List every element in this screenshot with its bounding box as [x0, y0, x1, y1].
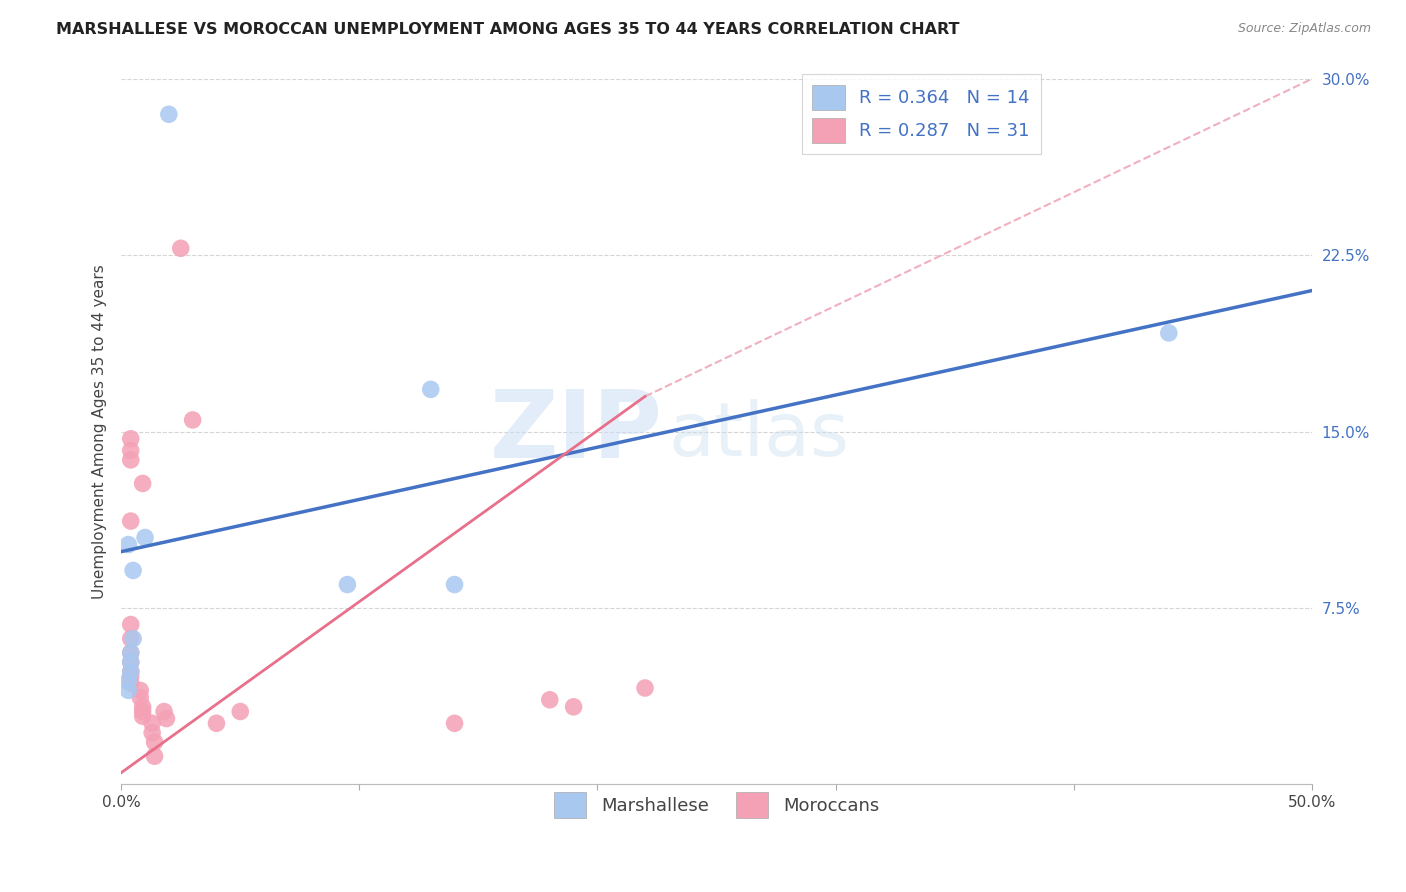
Point — [134, 531, 156, 545]
Point — [153, 705, 176, 719]
Point — [120, 669, 142, 683]
Point — [443, 577, 465, 591]
Point — [120, 617, 142, 632]
Point — [143, 735, 166, 749]
Point — [443, 716, 465, 731]
Point — [143, 749, 166, 764]
Text: atlas: atlas — [669, 399, 849, 472]
Point — [155, 712, 177, 726]
Point — [131, 705, 153, 719]
Point — [120, 665, 142, 679]
Point — [117, 538, 139, 552]
Point — [131, 709, 153, 723]
Point — [634, 681, 657, 695]
Point — [129, 683, 152, 698]
Point — [120, 514, 142, 528]
Point — [120, 665, 142, 679]
Point — [141, 716, 163, 731]
Legend: Marshallese, Moroccans: Marshallese, Moroccans — [547, 785, 886, 825]
Point — [538, 693, 561, 707]
Point — [120, 432, 142, 446]
Text: MARSHALLESE VS MOROCCAN UNEMPLOYMENT AMONG AGES 35 TO 44 YEARS CORRELATION CHART: MARSHALLESE VS MOROCCAN UNEMPLOYMENT AMO… — [56, 22, 960, 37]
Point — [157, 107, 180, 121]
Point — [181, 413, 204, 427]
Point — [131, 476, 153, 491]
Point — [117, 673, 139, 688]
Point — [170, 241, 193, 255]
Point — [122, 632, 145, 646]
Point — [120, 655, 142, 669]
Text: Source: ZipAtlas.com: Source: ZipAtlas.com — [1237, 22, 1371, 36]
Point — [120, 646, 142, 660]
Point — [141, 725, 163, 739]
Point — [336, 577, 359, 591]
Point — [1157, 326, 1180, 340]
Point — [120, 632, 142, 646]
Point — [120, 676, 142, 690]
Point — [129, 690, 152, 705]
Point — [120, 453, 142, 467]
Point — [120, 646, 142, 660]
Text: ZIP: ZIP — [491, 385, 662, 478]
Point — [131, 699, 153, 714]
Point — [419, 383, 441, 397]
Point — [562, 699, 585, 714]
Point — [229, 705, 252, 719]
Point — [120, 655, 142, 669]
Point — [122, 564, 145, 578]
Point — [205, 716, 228, 731]
Y-axis label: Unemployment Among Ages 35 to 44 years: Unemployment Among Ages 35 to 44 years — [93, 264, 107, 599]
Point — [117, 683, 139, 698]
Point — [120, 443, 142, 458]
